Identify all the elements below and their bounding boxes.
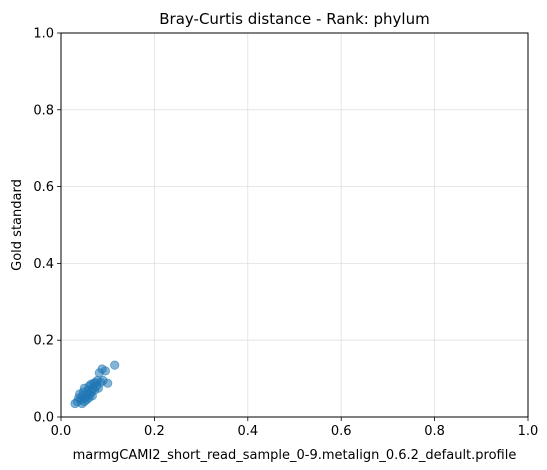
data-points — [70, 360, 120, 409]
y-tick-label: 0.4 — [33, 257, 54, 272]
plot-frame — [60, 32, 529, 418]
data-point — [100, 366, 110, 376]
data-point — [103, 378, 113, 388]
y-tick-label: 0.8 — [33, 103, 54, 118]
y-tick-label: 0.0 — [33, 411, 54, 426]
y-tick-label: 0.6 — [33, 180, 54, 195]
chart-title: Bray-Curtis distance - Rank: phylum — [159, 10, 429, 28]
y-tick-label: 1.0 — [33, 27, 54, 42]
x-tick-label: 0.4 — [237, 424, 258, 439]
x-tick-label: 0.2 — [144, 424, 165, 439]
plot-area — [61, 33, 528, 417]
grid-lines — [60, 32, 529, 418]
axis-ticks: 0.0 0.2 0.4 0.6 0.8 1.0 0.0 0.2 0.4 0.6 0.8 1.0 — [33, 27, 538, 440]
x-tick-label: 0.8 — [424, 424, 445, 439]
x-tick-label: 0.0 — [51, 424, 72, 439]
y-axis-title: Gold standard — [10, 179, 25, 271]
x-tick-label: 1.0 — [518, 424, 539, 439]
data-point — [110, 360, 120, 370]
x-tick-label: 0.6 — [331, 424, 352, 439]
x-axis-title: marmgCAMI2_short_read_sample_0-9.metalig… — [73, 448, 517, 463]
y-tick-label: 0.2 — [33, 334, 54, 349]
